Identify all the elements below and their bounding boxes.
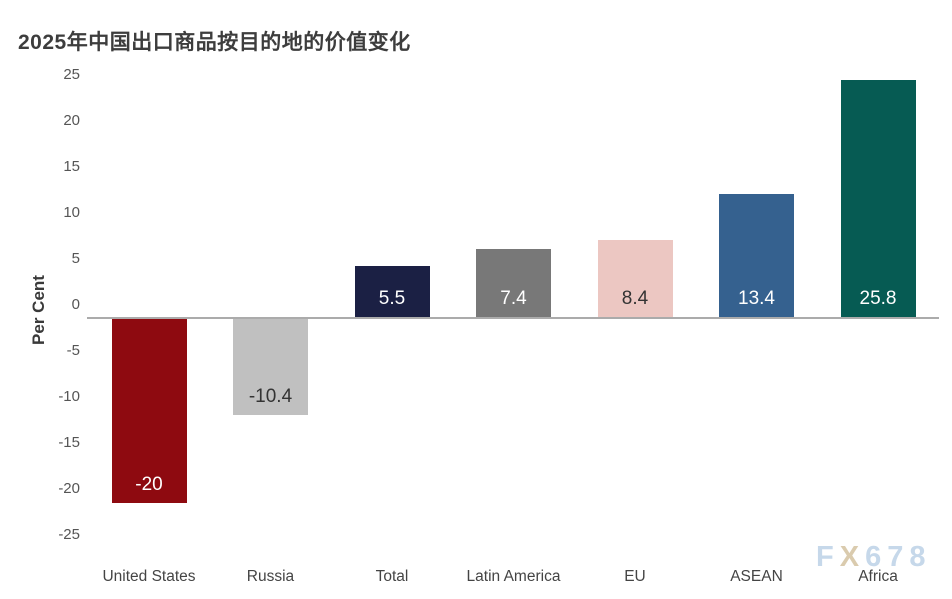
y-tick-label: -25: [58, 526, 80, 543]
y-tick-label: 10: [63, 204, 80, 221]
x-category-label: Total: [375, 568, 409, 585]
y-tick-label: -5: [66, 342, 80, 359]
bar-value-label: 13.4: [738, 288, 775, 309]
x-category-label: EU: [624, 568, 646, 585]
bar-value-label: 5.5: [378, 288, 406, 309]
y-tick-label: 15: [63, 158, 80, 175]
watermark-segment: F: [816, 541, 840, 573]
fx678-watermark: FX678: [816, 541, 931, 574]
bar-eu: [597, 239, 673, 317]
x-category-label: ASEAN: [730, 568, 783, 585]
x-category-label: Russia: [246, 568, 295, 585]
x-category-label: Latin America: [466, 568, 561, 585]
x-category-label: Africa: [858, 568, 898, 585]
y-tick-label: 0: [71, 296, 80, 313]
bar-value-label: -20: [135, 474, 163, 495]
y-tick-label: -15: [58, 434, 80, 451]
watermark-segment: 678: [865, 541, 932, 573]
bar-value-label: 7.4: [500, 288, 527, 309]
bar-united-states: [111, 319, 187, 503]
bar-africa: [840, 79, 916, 317]
bar-value-label: -10.4: [248, 385, 293, 407]
bar-russia: [233, 319, 308, 415]
y-tick-label: -10: [58, 388, 80, 405]
chart-title: 2025年中国出口商品按目的地的价值变化: [18, 31, 411, 54]
bar-value-label: 8.4: [621, 288, 649, 309]
bar-asean: [719, 193, 794, 317]
bar-latin-america: [476, 248, 551, 317]
zero-axis-line: [87, 317, 939, 319]
bar-value-label: 25.8: [859, 288, 897, 309]
bar-total: [354, 266, 430, 317]
y-tick-label: 20: [63, 112, 80, 129]
y-tick-label: 25: [63, 66, 80, 83]
y-tick-label: 5: [71, 250, 80, 267]
x-category-label: United States: [102, 568, 196, 585]
watermark-segment: X: [839, 541, 866, 573]
y-tick-label: -20: [58, 480, 80, 497]
